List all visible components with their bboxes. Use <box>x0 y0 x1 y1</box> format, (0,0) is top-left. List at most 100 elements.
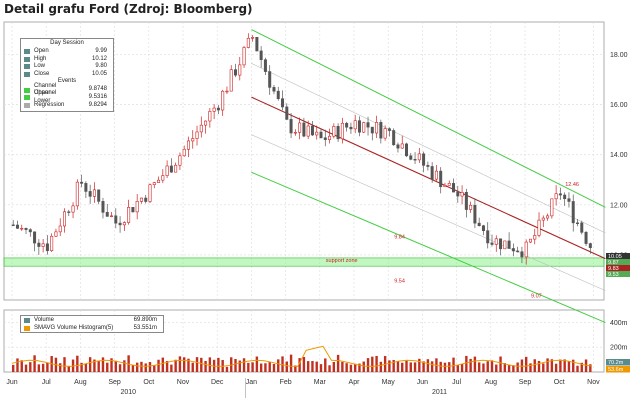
x-tick-label: Aug <box>74 379 87 386</box>
annotation-label: 9.84 <box>394 235 405 241</box>
candle-body <box>157 179 161 183</box>
candle-body <box>370 126 374 134</box>
volume-bar <box>135 362 139 372</box>
volume-bar <box>204 361 207 372</box>
volume-bar <box>486 361 489 372</box>
candle-body <box>276 90 280 99</box>
legend-swatch <box>24 87 30 93</box>
volume-bar <box>507 364 511 372</box>
candle-body <box>152 182 156 186</box>
candle-body <box>221 90 225 111</box>
volume-bar <box>567 361 571 372</box>
legend-value: 69.890m <box>133 317 157 323</box>
legend-swatch <box>24 72 30 78</box>
candle-body <box>464 191 468 210</box>
volume-legend-row: Volume 69.890m <box>21 316 163 324</box>
candle-body <box>251 36 255 39</box>
volume-bar <box>405 360 408 372</box>
volume-bar <box>272 363 276 372</box>
volume-bar <box>349 364 353 372</box>
candle-body <box>135 201 139 213</box>
volume-bar <box>584 359 588 372</box>
volume-bar <box>554 363 558 372</box>
channel-lines <box>251 29 606 324</box>
volume-bar <box>195 357 199 372</box>
candle-body <box>387 128 391 131</box>
volume-bar <box>217 357 220 372</box>
volume-bar <box>324 358 327 372</box>
volume-bar <box>482 363 485 372</box>
volume-bar <box>430 361 434 372</box>
volume-bar <box>20 360 23 372</box>
candle-body <box>58 225 62 233</box>
legend-event-row: Channel Lower 9.5316 <box>21 90 113 104</box>
last-price-tag-label: 9.87 <box>608 260 619 266</box>
candle-body <box>41 243 45 247</box>
candle-body <box>246 37 250 48</box>
volume-tick-label: 400m <box>610 320 628 327</box>
legend-heading: Day Session <box>50 40 84 46</box>
candle-body <box>20 228 24 230</box>
candle-body <box>45 243 49 251</box>
candle-body <box>212 107 216 112</box>
candle-body <box>571 201 575 224</box>
volume-bar <box>289 354 293 372</box>
y-tick-label: 14.00 <box>610 152 628 159</box>
legend-swatch <box>24 317 30 323</box>
volume-bar <box>465 355 468 372</box>
candle-body <box>101 201 105 213</box>
legend-label: Channel Lower <box>34 90 57 104</box>
last-volume-tag <box>606 359 630 366</box>
legend-row: Close 10.05 <box>21 71 113 79</box>
candle-body <box>105 212 109 217</box>
candle-body <box>306 125 310 137</box>
volume-bar <box>341 361 344 372</box>
volume-bar <box>84 363 88 372</box>
candle-body <box>537 219 541 236</box>
candle-body <box>234 69 238 76</box>
volume-bar <box>525 356 528 372</box>
volume-bar <box>93 359 96 372</box>
volume-bar <box>294 365 297 372</box>
candle-body <box>400 143 404 149</box>
legend-event-row: Channel Upper 9.8748 <box>21 83 113 96</box>
regression-line <box>251 96 606 260</box>
candle-body <box>131 207 135 213</box>
legend-label: Channel Upper <box>34 82 57 97</box>
candle-body <box>528 238 532 243</box>
volume-bar <box>170 364 173 372</box>
volume-bar <box>183 357 186 372</box>
candle-body <box>24 228 28 230</box>
candle-body <box>558 193 562 196</box>
volume-bar <box>418 358 421 372</box>
candle-body <box>550 198 554 217</box>
candle-body <box>165 165 169 176</box>
last-price-tag-label: 9.53 <box>608 272 619 278</box>
legend-row: Open 9.99 <box>21 48 113 56</box>
year-label: 2011 <box>432 389 447 396</box>
candle-body <box>328 135 332 140</box>
volume-bar <box>24 364 28 372</box>
candle-body <box>524 241 528 258</box>
x-tick-label: Sep <box>108 379 121 386</box>
volume-bar <box>460 363 464 372</box>
volume-bars <box>11 345 593 372</box>
candle-body <box>289 119 293 134</box>
candle-body <box>567 198 571 202</box>
volume-bar <box>106 362 109 372</box>
y-tick-label: 16.00 <box>610 102 628 109</box>
candle-body <box>345 122 349 128</box>
volume-bar <box>512 365 515 372</box>
year-label: 2010 <box>120 389 136 396</box>
volume-bar <box>88 357 92 372</box>
volume-bar <box>388 360 391 372</box>
volume-bar <box>59 363 62 372</box>
volume-bar <box>277 359 280 372</box>
candle-body <box>511 248 515 252</box>
x-tick-label: May <box>382 379 396 386</box>
volume-bar <box>97 360 100 372</box>
candle-body <box>229 69 233 92</box>
x-tick-label: Sep <box>519 379 532 386</box>
x-tick-label: Dec <box>211 379 224 386</box>
